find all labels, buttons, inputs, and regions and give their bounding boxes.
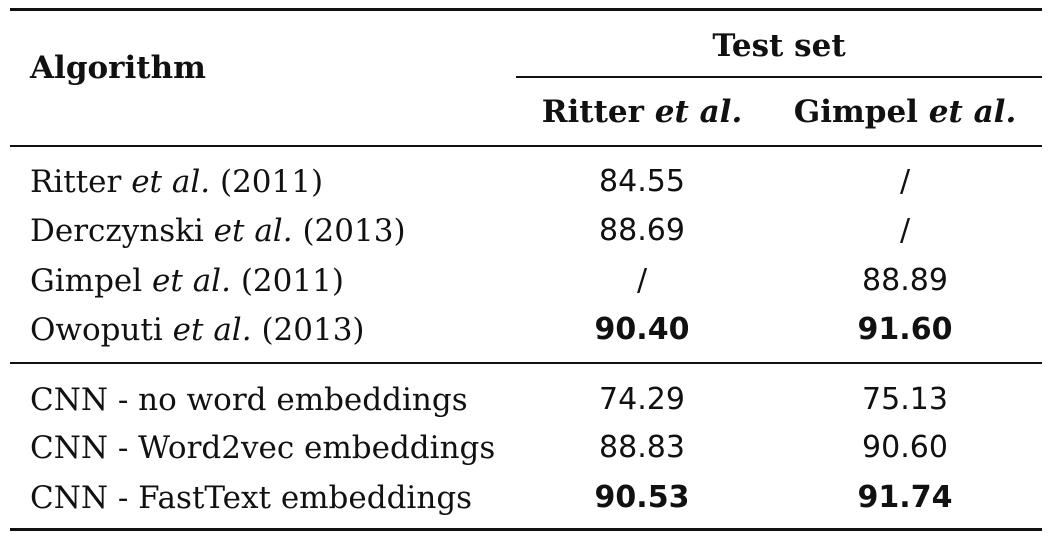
row-author: Owoputi xyxy=(30,312,163,348)
header-gimpel-etal: et al. xyxy=(928,94,1017,130)
row-name: Derczynski et al. (2013) xyxy=(30,211,406,251)
row-year: (2013) xyxy=(261,312,365,348)
row-name: Ritter et al. (2011) xyxy=(30,162,323,202)
row-etal: et al. xyxy=(213,213,293,249)
header-ritter: Ritter et al. xyxy=(516,92,768,132)
header-rule xyxy=(10,145,1042,147)
row-etal: et al. xyxy=(172,312,252,348)
row-etal: et al. xyxy=(131,164,211,200)
cell-ritter: / xyxy=(636,263,648,298)
group-rule xyxy=(10,362,1042,364)
row-year: (2011) xyxy=(240,263,344,299)
row-author: Derczynski xyxy=(30,213,204,249)
top-rule xyxy=(10,8,1042,11)
test-set-cmidrule xyxy=(516,76,1042,78)
cell-gimpel: / xyxy=(899,164,911,199)
row-name: CNN - Word2vec embeddings xyxy=(30,430,496,466)
cell-gimpel-best: 91.74 xyxy=(857,480,953,515)
cell-gimpel-best: 91.60 xyxy=(857,312,953,347)
cell-ritter: 74.29 xyxy=(599,382,685,417)
header-ritter-name: Ritter xyxy=(541,94,644,130)
cell-gimpel: 88.89 xyxy=(862,263,948,298)
cell-gimpel: / xyxy=(899,213,911,248)
header-test-set: Test set xyxy=(712,28,846,64)
header-gimpel: Gimpel et al. xyxy=(768,92,1042,132)
cell-ritter: 88.69 xyxy=(599,213,685,248)
cell-ritter: 88.83 xyxy=(599,430,685,465)
row-year: (2011) xyxy=(219,164,324,200)
header-ritter-etal: et al. xyxy=(654,94,743,130)
cell-gimpel: 90.60 xyxy=(862,430,948,465)
row-author: Gimpel xyxy=(30,263,143,299)
header-algorithm: Algorithm xyxy=(30,50,206,86)
row-name: CNN - no word embeddings xyxy=(30,382,468,418)
cell-ritter-best: 90.40 xyxy=(594,312,690,347)
bottom-rule xyxy=(10,528,1042,531)
header-gimpel-name: Gimpel xyxy=(793,94,918,130)
row-name: Gimpel et al. (2011) xyxy=(30,261,344,301)
row-etal: et al. xyxy=(152,263,231,299)
row-name: Owoputi et al. (2013) xyxy=(30,310,365,350)
cell-gimpel: 75.13 xyxy=(862,382,948,417)
cell-ritter: 84.55 xyxy=(599,164,685,199)
row-year: (2013) xyxy=(302,213,406,249)
row-author: Ritter xyxy=(30,164,122,200)
cell-ritter-best: 90.53 xyxy=(594,480,690,515)
row-name: CNN - FastText embeddings xyxy=(30,480,473,516)
